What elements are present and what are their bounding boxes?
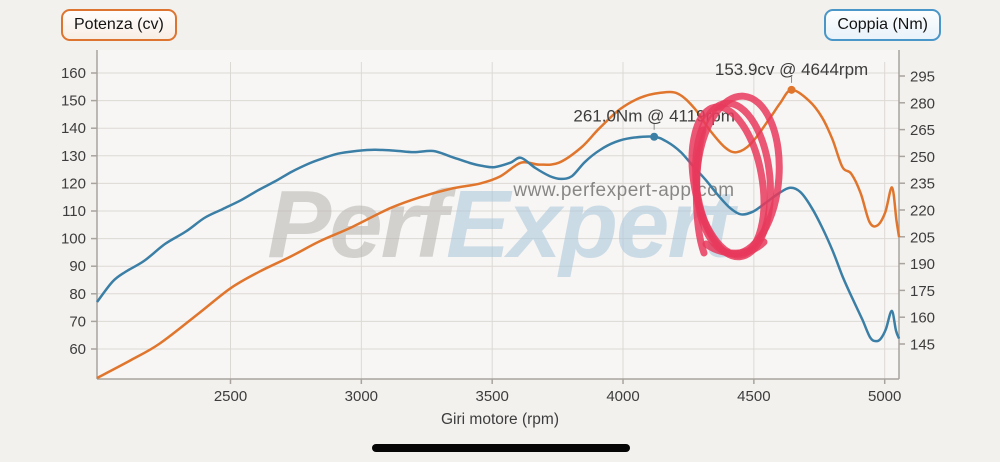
gridlines — [97, 62, 899, 379]
watermark-brand: PerfExpert — [267, 171, 739, 278]
y-right-tick-label: 175 — [910, 283, 935, 300]
x-axis-title: Giri motore (rpm) — [441, 411, 559, 428]
legend-power-label: Potenza (cv) — [74, 16, 164, 33]
y-right-tick-label: 160 — [910, 310, 935, 327]
y-right-tick-label: 235 — [910, 176, 935, 193]
curve-torque — [96, 135, 901, 343]
x-tick-label: 4000 — [606, 388, 639, 405]
legend-torque-label: Coppia (Nm) — [837, 16, 928, 33]
y-left-tick-label: 90 — [69, 258, 86, 275]
scribble-bottom-stroke — [702, 238, 768, 257]
y-left-tick-label: 120 — [61, 175, 86, 192]
axis-labels: 160 150 140 130 120 110 100 90 80 70 60 295 280 265 25… — [61, 65, 935, 428]
legend-chip-power[interactable]: Potenza (cv) — [61, 9, 177, 41]
annotation-dot[interactable] — [787, 85, 796, 94]
y-right-tick-label: 145 — [910, 337, 935, 354]
y-left-tick-label: 60 — [69, 341, 86, 358]
curve-power — [96, 88, 901, 380]
axes — [91, 50, 905, 384]
x-tick-label: 2500 — [214, 388, 247, 405]
y-right-tick-label: 220 — [910, 203, 935, 220]
x-tick-label: 5000 — [868, 388, 901, 405]
y-right-tick-label: 190 — [910, 256, 935, 273]
annotation-dot[interactable] — [650, 132, 659, 141]
y-right-tick-label: 205 — [910, 229, 935, 246]
y-left-tick-label: 100 — [61, 231, 86, 248]
y-left-tick-label: 70 — [69, 313, 86, 330]
y-left-tick-label: 80 — [69, 286, 86, 303]
watermark-url: www.perfexpert-app.com — [512, 180, 734, 201]
annotation-label: 153.9cv @ 4644rpm — [715, 60, 868, 79]
x-tick-label: 4500 — [737, 388, 770, 405]
annotation-label: 261.0Nm @ 4119rpm — [573, 107, 735, 126]
legend-chip-torque[interactable]: Coppia (Nm) — [824, 9, 941, 41]
y-left-tick-label: 110 — [62, 203, 86, 220]
y-right-tick-label: 280 — [910, 95, 935, 112]
y-left-tick-label: 150 — [61, 93, 86, 110]
hand-drawn-circle-annotation — [688, 92, 783, 261]
y-left-tick-label: 130 — [61, 148, 86, 165]
home-indicator[interactable] — [372, 444, 630, 452]
x-tick-label: 3500 — [475, 388, 508, 405]
y-right-tick-label: 265 — [910, 122, 935, 139]
x-tick-label: 3000 — [345, 388, 378, 405]
scribble-tail — [692, 126, 708, 257]
y-left-tick-label: 140 — [61, 120, 86, 137]
y-left-tick-label: 160 — [61, 65, 86, 82]
y-right-tick-label: 295 — [910, 69, 935, 86]
y-right-tick-label: 250 — [910, 149, 935, 166]
